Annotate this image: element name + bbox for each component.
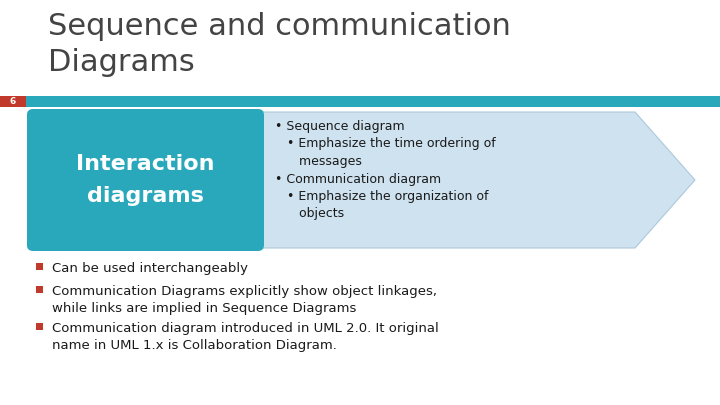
Text: 6: 6 — [10, 97, 16, 106]
Text: • Emphasize the organization of: • Emphasize the organization of — [275, 190, 488, 203]
Bar — [0, 96, 26, 107]
Text: Communication Diagrams explicitly show object linkages,
while links are implied : Communication Diagrams explicitly show o… — [52, 285, 437, 315]
Bar — [36, 286, 43, 293]
Polygon shape — [28, 112, 695, 248]
Text: • Sequence diagram: • Sequence diagram — [275, 120, 405, 133]
Text: • Emphasize the time ordering of: • Emphasize the time ordering of — [275, 138, 496, 151]
Text: Interaction
diagrams: Interaction diagrams — [76, 153, 215, 207]
Text: objects: objects — [275, 207, 344, 220]
Bar — [36, 263, 43, 270]
FancyBboxPatch shape — [27, 109, 264, 251]
Bar — [36, 323, 43, 330]
Text: • Communication diagram: • Communication diagram — [275, 173, 441, 185]
Text: Sequence and communication: Sequence and communication — [48, 12, 511, 41]
Text: Can be used interchangeably: Can be used interchangeably — [52, 262, 248, 275]
Bar — [0, 96, 720, 107]
Text: messages: messages — [275, 155, 362, 168]
Text: Diagrams: Diagrams — [48, 48, 194, 77]
Text: Communication diagram introduced in UML 2.0. It original
name in UML 1.x is Coll: Communication diagram introduced in UML … — [52, 322, 438, 352]
